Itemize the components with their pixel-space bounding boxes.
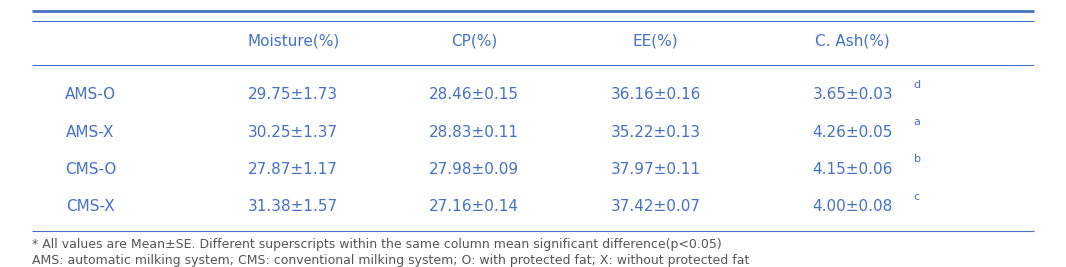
Text: CMS-O: CMS-O xyxy=(65,162,116,177)
Text: 28.83±0.11: 28.83±0.11 xyxy=(430,125,519,140)
Text: AMS-X: AMS-X xyxy=(66,125,115,140)
Text: 31.38±1.57: 31.38±1.57 xyxy=(248,199,338,214)
Text: Moisture(%): Moisture(%) xyxy=(247,34,339,49)
Text: 4.00±0.08: 4.00±0.08 xyxy=(812,199,893,214)
Text: 4.26±0.05: 4.26±0.05 xyxy=(812,125,893,140)
Text: AMS: automatic milking system; CMS: conventional milking system; O: with protect: AMS: automatic milking system; CMS: conv… xyxy=(32,254,749,267)
Text: 27.87±1.17: 27.87±1.17 xyxy=(248,162,338,177)
Text: CP(%): CP(%) xyxy=(451,34,498,49)
Text: EE(%): EE(%) xyxy=(633,34,678,49)
Text: 35.22±0.13: 35.22±0.13 xyxy=(611,125,700,140)
Text: 37.97±0.11: 37.97±0.11 xyxy=(611,162,700,177)
Text: CMS-X: CMS-X xyxy=(66,199,115,214)
Text: 27.16±0.14: 27.16±0.14 xyxy=(430,199,519,214)
Text: d: d xyxy=(914,80,921,90)
Text: 37.42±0.07: 37.42±0.07 xyxy=(611,199,700,214)
Text: C. Ash(%): C. Ash(%) xyxy=(815,34,890,49)
Text: 30.25±1.37: 30.25±1.37 xyxy=(248,125,338,140)
Text: 27.98±0.09: 27.98±0.09 xyxy=(430,162,519,177)
Text: AMS-O: AMS-O xyxy=(65,87,116,102)
Text: a: a xyxy=(914,117,920,127)
Text: c: c xyxy=(914,192,920,202)
Text: * All values are Mean±SE. Different superscripts within the same column mean sig: * All values are Mean±SE. Different supe… xyxy=(32,238,722,251)
Text: b: b xyxy=(914,154,921,164)
Text: 4.15±0.06: 4.15±0.06 xyxy=(812,162,893,177)
Text: 36.16±0.16: 36.16±0.16 xyxy=(611,87,700,102)
Text: 28.46±0.15: 28.46±0.15 xyxy=(430,87,519,102)
Text: 29.75±1.73: 29.75±1.73 xyxy=(248,87,338,102)
Text: 3.65±0.03: 3.65±0.03 xyxy=(812,87,893,102)
